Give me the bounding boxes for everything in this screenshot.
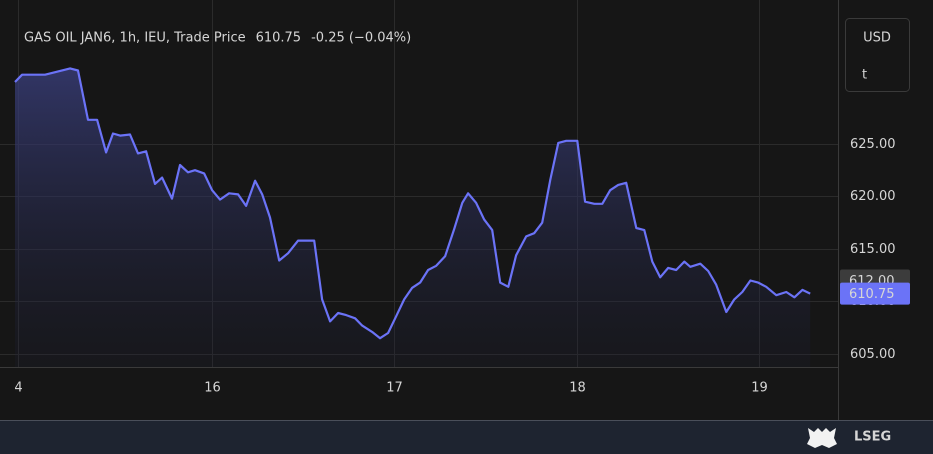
x-tick-label: 17 <box>386 381 403 396</box>
chart-title: GAS OIL JAN6, 1h, IEU, Trade Price <box>24 31 246 46</box>
brand: LSEG <box>854 430 891 445</box>
y-tick-label: 605.00 <box>850 347 896 362</box>
brand-icon <box>807 428 837 448</box>
x-tick-label: 16 <box>204 381 221 396</box>
axis-labels: 605.00610.00615.00620.00625.004161718196… <box>14 137 910 396</box>
y-tick-label: 615.00 <box>850 242 896 257</box>
brand-logo <box>807 428 837 448</box>
plot <box>14 67 811 368</box>
price-badge <box>840 282 910 305</box>
x-tick-label: 18 <box>569 381 586 396</box>
currency: USD <box>863 31 891 46</box>
price-change: -0.25 (−0.04%) <box>311 31 411 46</box>
area <box>15 68 811 368</box>
footer-bar <box>0 420 933 454</box>
unit: t <box>862 68 867 83</box>
x-tick-label: 4 <box>14 381 22 396</box>
x-tick-label: 19 <box>751 381 768 396</box>
price-badge-label: 610.75 <box>849 287 895 302</box>
y-tick-label: 625.00 <box>850 137 896 152</box>
y-tick-label: 620.00 <box>850 189 896 204</box>
price-line <box>14 67 811 340</box>
last-price: 610.75 <box>256 31 302 46</box>
unit-box[interactable] <box>845 18 910 92</box>
